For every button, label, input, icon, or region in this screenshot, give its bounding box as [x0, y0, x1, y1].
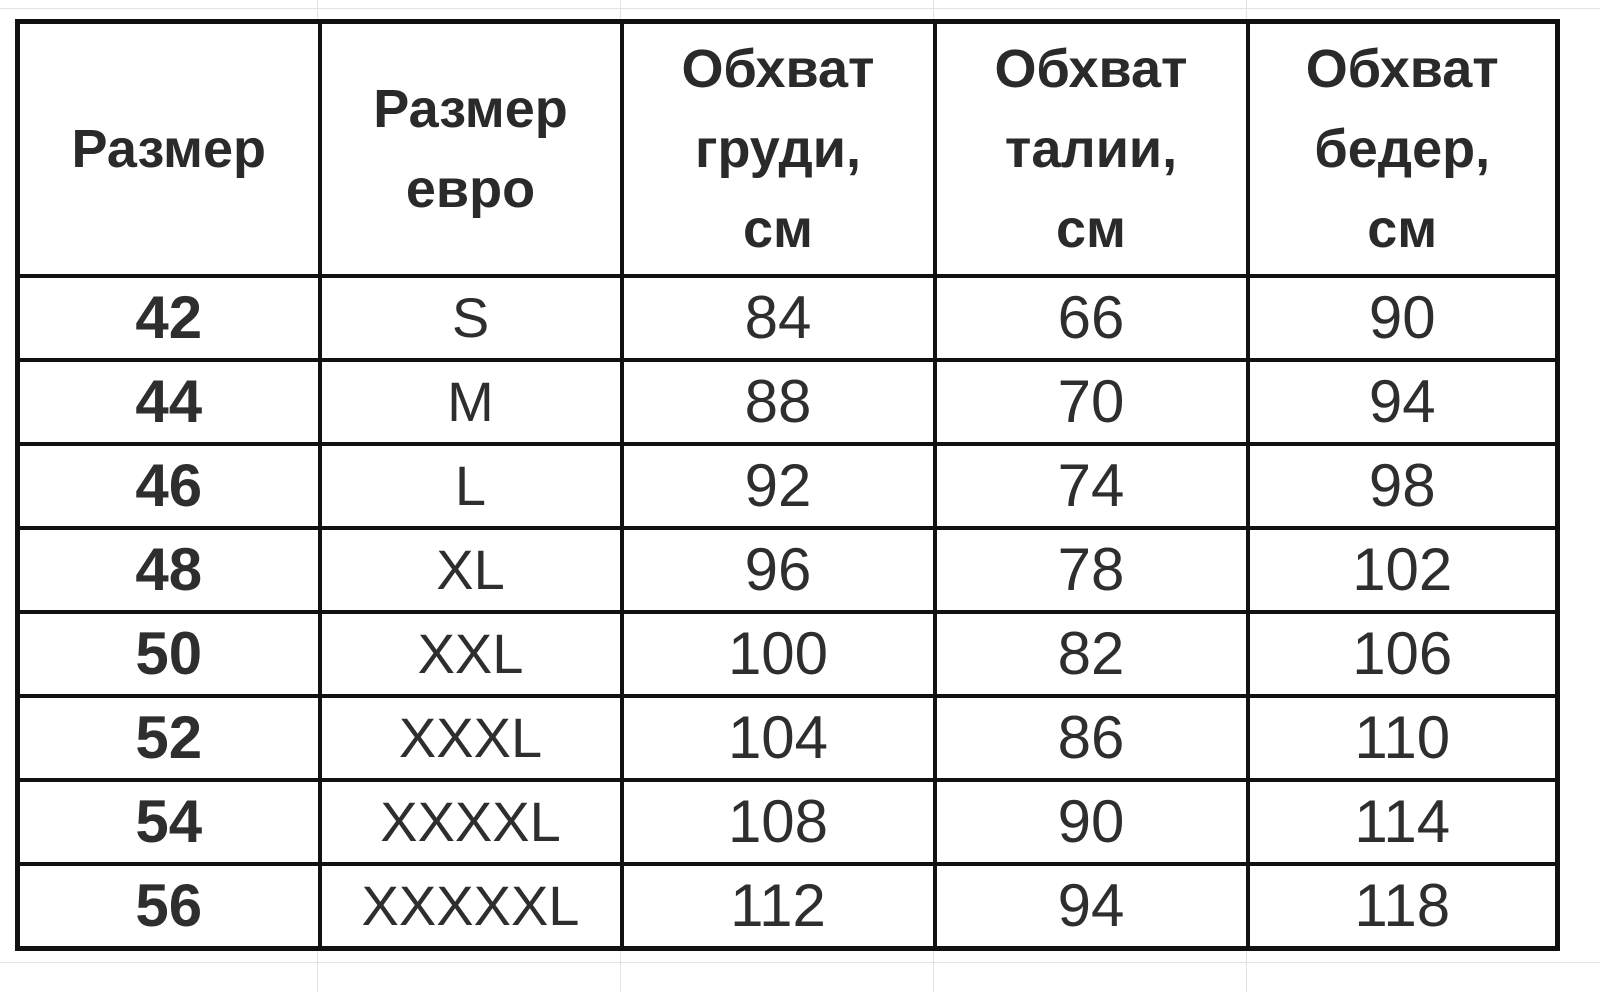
table-row: 50 XXL 100 82 106 — [15, 610, 1560, 698]
cell-hips: 110 — [1245, 694, 1560, 782]
cell-waist: 70 — [932, 358, 1250, 446]
cell-chest: 84 — [619, 274, 937, 362]
cell-hips: 114 — [1245, 778, 1560, 866]
cell-waist: 90 — [932, 778, 1250, 866]
table-row: 42 S 84 66 90 — [15, 274, 1560, 362]
cell-hips: 106 — [1245, 610, 1560, 698]
cell-chest: 88 — [619, 358, 937, 446]
header-line: Обхват — [994, 39, 1188, 99]
header-line: бедер, — [1314, 119, 1491, 179]
cell-euro-size: XXL — [317, 610, 624, 698]
cell-waist: 86 — [932, 694, 1250, 782]
cell-size: 42 — [15, 274, 322, 362]
cell-size: 48 — [15, 526, 322, 614]
cell-size: 46 — [15, 442, 322, 530]
size-chart-table: Размер Размер евро Обхват груди, см Обхват тали… — [15, 19, 1560, 951]
sheet-gridline — [0, 962, 1600, 963]
table-row: 54 XXXXL 108 90 114 — [15, 778, 1560, 866]
table-row: 46 L 92 74 98 — [15, 442, 1560, 530]
cell-euro-size: XXXXXL — [317, 862, 624, 951]
cell-euro-size: XXXL — [317, 694, 624, 782]
cell-euro-size: M — [317, 358, 624, 446]
header-line: Размер — [373, 79, 568, 139]
cell-chest: 112 — [619, 862, 937, 951]
cell-hips: 98 — [1245, 442, 1560, 530]
cell-chest: 104 — [619, 694, 937, 782]
header-line: талии, — [1004, 119, 1178, 179]
header-size: Размер — [15, 19, 322, 278]
cell-chest: 92 — [619, 442, 937, 530]
header-waist: Обхват талии, см — [932, 19, 1250, 278]
header-line: см — [743, 199, 813, 259]
table-row: 52 XXXL 104 86 110 — [15, 694, 1560, 782]
cell-size: 52 — [15, 694, 322, 782]
header-hips: Обхват бедер, см — [1245, 19, 1560, 278]
cell-hips: 90 — [1245, 274, 1560, 362]
cell-hips: 102 — [1245, 526, 1560, 614]
cell-size: 50 — [15, 610, 322, 698]
header-line: груди, — [695, 119, 861, 179]
cell-waist: 66 — [932, 274, 1250, 362]
cell-euro-size: XXXXL — [317, 778, 624, 866]
table-row: 48 XL 96 78 102 — [15, 526, 1560, 614]
header-chest: Обхват груди, см — [619, 19, 937, 278]
header-line: Размер — [71, 119, 266, 179]
cell-chest: 96 — [619, 526, 937, 614]
cell-hips: 94 — [1245, 358, 1560, 446]
cell-waist: 82 — [932, 610, 1250, 698]
cell-waist: 78 — [932, 526, 1250, 614]
cell-euro-size: L — [317, 442, 624, 530]
cell-size: 54 — [15, 778, 322, 866]
table-row: 44 M 88 70 94 — [15, 358, 1560, 446]
cell-size: 44 — [15, 358, 322, 446]
cell-size: 56 — [15, 862, 322, 951]
cell-waist: 94 — [932, 862, 1250, 951]
cell-euro-size: XL — [317, 526, 624, 614]
cell-euro-size: S — [317, 274, 624, 362]
cell-chest: 100 — [619, 610, 937, 698]
table-row: 56 XXXXXL 112 94 118 — [15, 862, 1560, 951]
cell-waist: 74 — [932, 442, 1250, 530]
header-line: см — [1367, 199, 1438, 259]
header-line: см — [1056, 199, 1126, 259]
header-row: Размер Размер евро Обхват груди, см Обхват тали… — [15, 19, 1560, 278]
header-line: Обхват — [1305, 39, 1499, 99]
header-line: евро — [405, 159, 536, 219]
header-euro-size: Размер евро — [317, 19, 624, 278]
sheet-gridline — [0, 8, 1600, 9]
cell-chest: 108 — [619, 778, 937, 866]
header-line: Обхват — [681, 39, 875, 99]
cell-hips: 118 — [1245, 862, 1560, 951]
